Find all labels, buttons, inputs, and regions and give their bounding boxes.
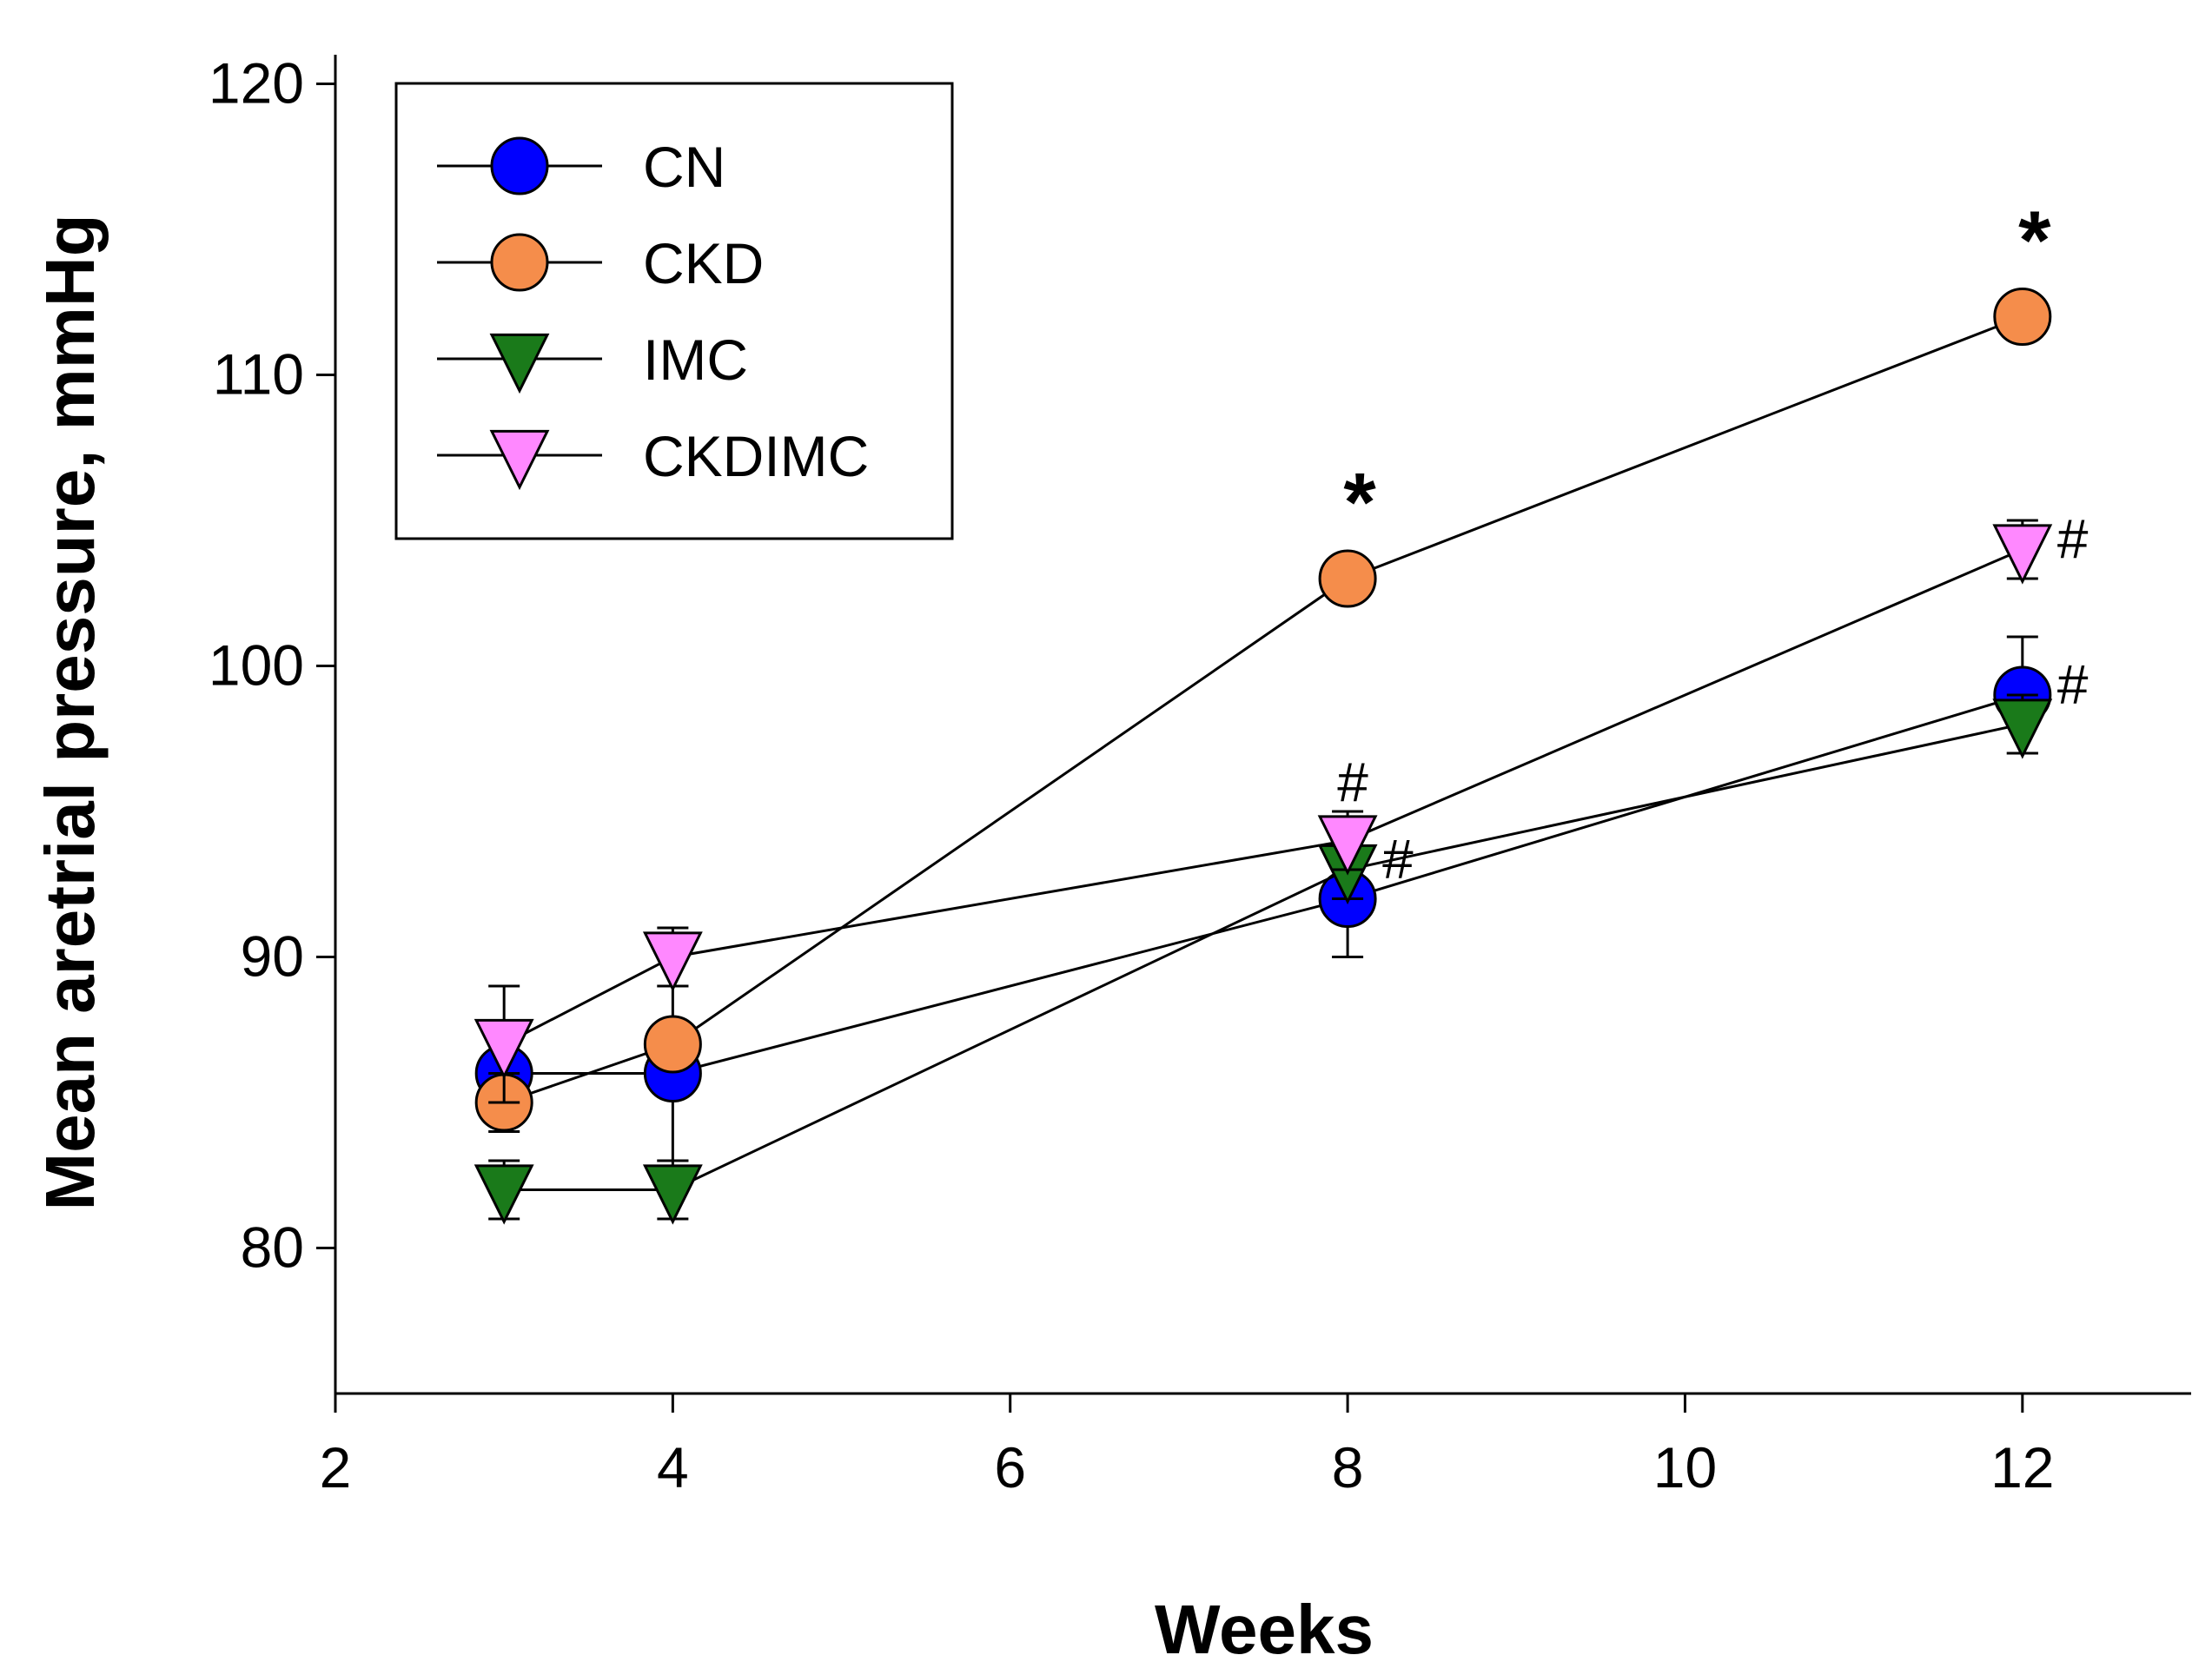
significance-hash: # [1382,828,1414,890]
significance-hash: # [2057,508,2089,571]
y-tick-label: 120 [209,51,304,116]
significance-hash: # [2057,653,2089,716]
legend-label-imc: IMC [643,328,748,392]
series-line-imc [504,723,2023,1191]
legend-label-ckd: CKD [643,231,764,295]
legend-marker-cn [490,136,549,195]
data-point-imc [474,1164,534,1225]
x-axis-title: Weeks [1155,1591,1374,1668]
x-tick-label: 6 [994,1435,1026,1500]
data-point-imc [1992,698,2053,759]
legend-label-cn: CN [643,135,725,199]
data-point-ckdimc [1317,815,1378,876]
significance-hash: # [1337,751,1368,814]
y-tick-label: 100 [209,633,304,698]
y-tick-label: 110 [213,342,304,407]
data-point-ckdimc [474,1018,534,1080]
series-line-cn [504,693,2023,1075]
significance-star: * [2018,195,2051,288]
significance-star: * [1343,456,1376,549]
axes: 80 90 100 110 120 2 4 6 8 10 12 [209,51,2191,1500]
legend-marker-ckdimc [489,429,550,491]
legend-item-ckdimc: CKDIMC [437,424,869,491]
legend-item-ckd: CKD [437,231,764,295]
legend-item-imc: IMC [437,328,748,394]
x-tick-label: 2 [320,1435,352,1500]
x-tick-label: 4 [657,1435,689,1500]
y-axis-title: Mean aretrial pressure, mmHg [31,214,109,1210]
x-tick-label: 12 [1990,1435,2054,1500]
legend-label-ckdimc: CKDIMC [643,424,869,488]
series-imc [474,693,2053,1225]
legend-item-cn: CN [437,135,725,199]
legend-box [394,82,954,540]
x-tick-label: 10 [1653,1435,1717,1500]
series-line-ckd [503,315,2023,1104]
data-point-imc [642,1164,703,1225]
series-ckdimc [474,519,2053,1104]
x-tick-label: 8 [1332,1435,1364,1500]
y-tick-label: 90 [241,924,304,989]
legend-marker-imc [489,333,550,394]
data-point-ckd [1993,288,2052,346]
series-line-ckdimc [503,548,2023,1046]
legend-marker-ckd [490,233,549,292]
series-layer [474,288,2053,1225]
annotations: **#### [1337,195,2089,891]
data-point-ckdimc [1992,524,2053,585]
series-cn [474,635,2052,1162]
data-point-ckd [643,1015,702,1074]
data-point-ckdimc [642,931,703,992]
y-tick-label: 80 [241,1215,304,1280]
data-point-ckd [1318,549,1377,608]
